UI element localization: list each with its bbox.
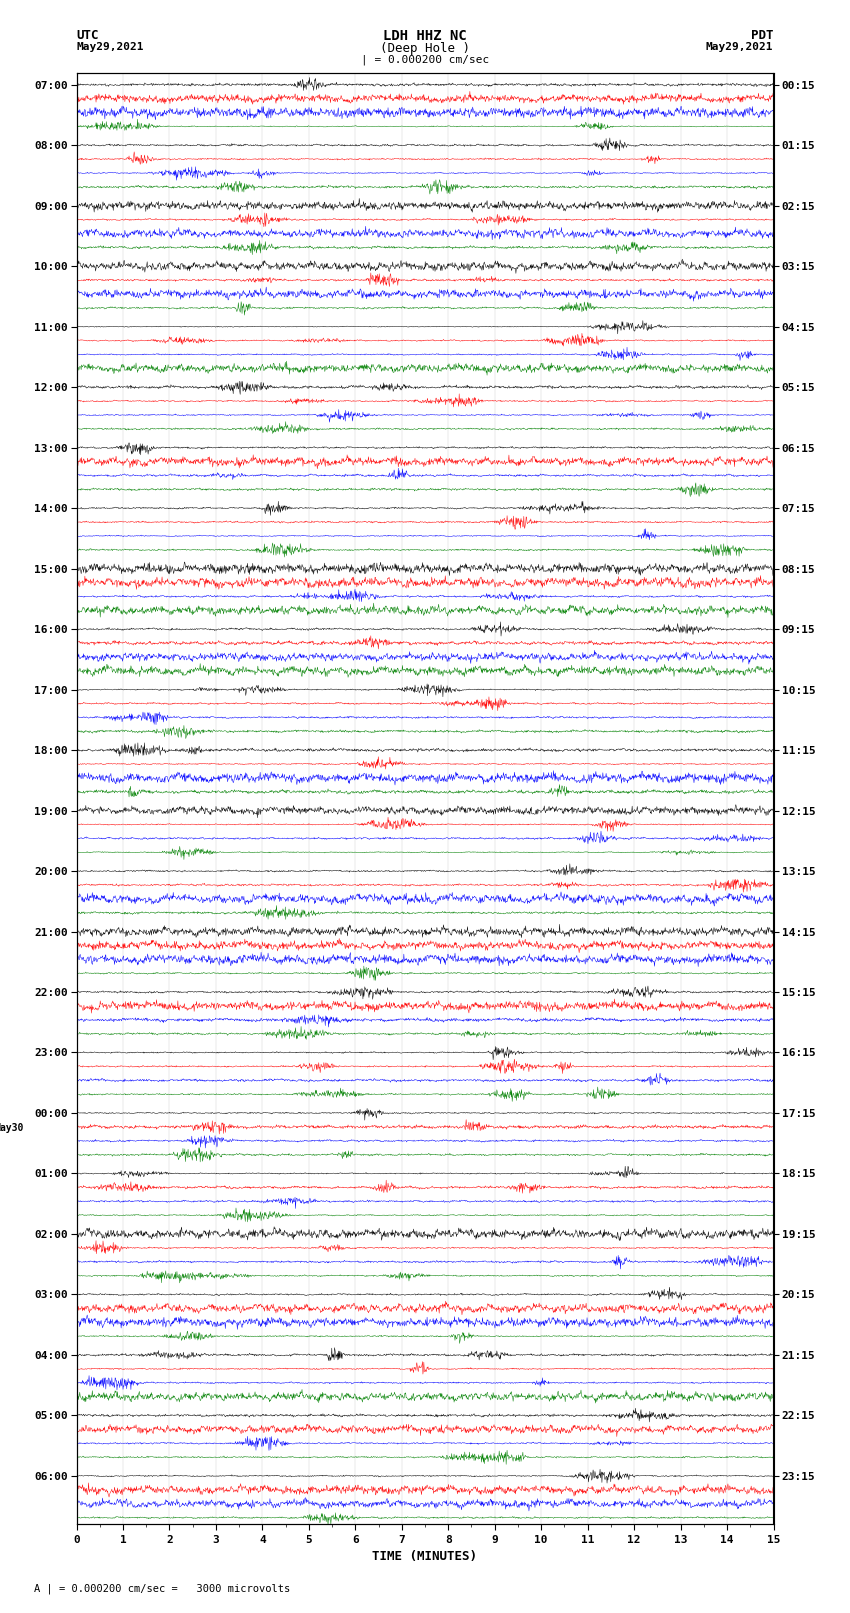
Text: A | = 0.000200 cm/sec =   3000 microvolts: A | = 0.000200 cm/sec = 3000 microvolts bbox=[34, 1582, 290, 1594]
Text: May29,2021: May29,2021 bbox=[706, 42, 774, 52]
Text: May30: May30 bbox=[0, 1123, 24, 1134]
Text: UTC: UTC bbox=[76, 29, 99, 42]
Text: PDT: PDT bbox=[751, 29, 774, 42]
Text: May29,2021: May29,2021 bbox=[76, 42, 144, 52]
Text: (Deep Hole ): (Deep Hole ) bbox=[380, 42, 470, 55]
Text: LDH HHZ NC: LDH HHZ NC bbox=[383, 29, 467, 44]
X-axis label: TIME (MINUTES): TIME (MINUTES) bbox=[372, 1550, 478, 1563]
Text: | = 0.000200 cm/sec: | = 0.000200 cm/sec bbox=[361, 55, 489, 66]
